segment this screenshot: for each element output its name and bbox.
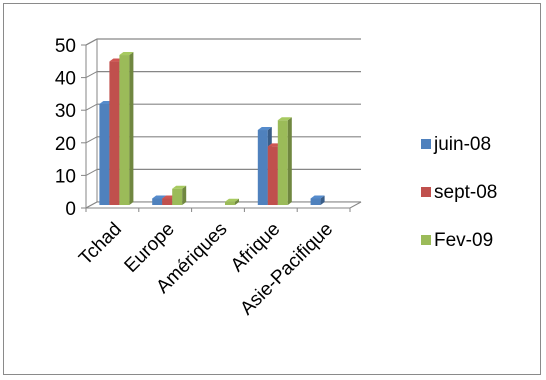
y-tick-label: 40 (55, 69, 76, 90)
bar-front (277, 120, 288, 205)
legend-swatch (421, 187, 431, 197)
y-tick-label: 20 (55, 134, 76, 155)
bar-top (310, 195, 325, 199)
y-tick-label: 0 (65, 199, 76, 220)
bar-front (109, 61, 120, 206)
bar (172, 185, 187, 205)
legend-entry-label: juin-08 (433, 134, 491, 155)
y-axis-tick-labels: 0 10 20 30 40 50 (55, 36, 76, 220)
side-wall-gridline (85, 71, 98, 79)
y-tick-label: 50 (55, 36, 76, 57)
bars (99, 52, 325, 206)
legend-entry-label: sept-08 (434, 182, 497, 203)
bar-side (287, 117, 292, 205)
side-wall-gridline (85, 103, 98, 111)
bar-front (119, 55, 130, 205)
side-wall-gridline (85, 38, 98, 46)
bar-front (267, 146, 278, 205)
bar-side (235, 198, 239, 205)
legend-swatch (421, 139, 431, 149)
bar (277, 117, 292, 205)
side-wall-gridline (85, 168, 98, 176)
legend: juin-08 sept-08 Fev-09 (421, 134, 497, 251)
bar-front (152, 198, 163, 205)
category-label: Asie-Pacifique (236, 219, 337, 320)
bar-side (182, 185, 187, 205)
bar-front (310, 198, 321, 205)
y-tick-label: 10 (55, 166, 76, 187)
bar-top (119, 52, 134, 56)
bar-top (152, 195, 167, 199)
legend-swatch (421, 235, 431, 245)
bar-top (277, 117, 292, 121)
side-wall-gridline (85, 136, 98, 144)
bar-side (320, 195, 325, 205)
bar-front (225, 201, 235, 205)
legend-entry-label: Fev-09 (434, 230, 493, 251)
bar-front (257, 130, 268, 205)
category-label: Tchad (75, 219, 126, 270)
bar-front (99, 103, 110, 205)
bar-top (172, 185, 187, 189)
bar (119, 52, 134, 205)
bar (310, 195, 325, 205)
bar-front (172, 188, 183, 205)
bar-top (257, 127, 272, 131)
y-tick-label: 30 (55, 101, 76, 122)
bar-front (162, 198, 173, 205)
bar-top (225, 198, 239, 202)
bar (225, 198, 239, 205)
x-axis-category-labels: TchadEuropeAmériquesAfriqueAsie-Pacifiqu… (75, 219, 337, 320)
bar-side (129, 52, 134, 205)
